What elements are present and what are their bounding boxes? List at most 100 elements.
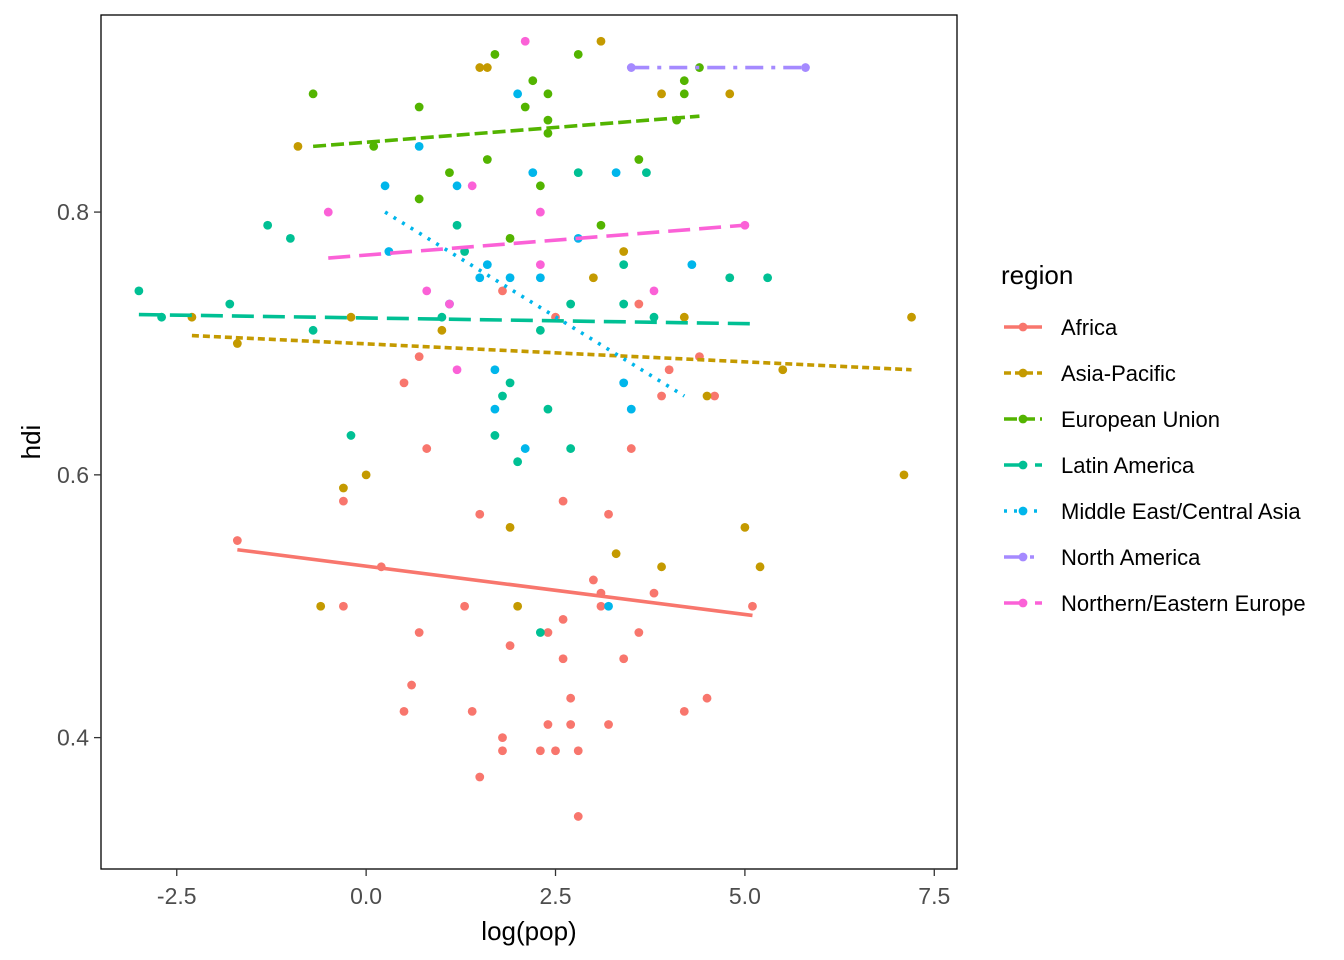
data-point bbox=[407, 680, 416, 690]
legend-label: North America bbox=[1061, 545, 1201, 570]
data-point bbox=[414, 194, 424, 204]
data-point bbox=[513, 89, 523, 99]
legend-title: region bbox=[1001, 260, 1073, 290]
data-point bbox=[642, 168, 651, 178]
data-point bbox=[505, 641, 515, 651]
data-point bbox=[535, 181, 545, 191]
data-point bbox=[498, 391, 507, 401]
data-point bbox=[535, 207, 545, 217]
data-point bbox=[664, 365, 674, 375]
data-point bbox=[535, 260, 545, 270]
data-point bbox=[513, 601, 523, 611]
legend-label: European Union bbox=[1061, 407, 1220, 432]
data-point bbox=[573, 812, 583, 821]
data-point bbox=[899, 470, 909, 480]
data-point bbox=[498, 746, 507, 756]
legend-label: Latin America bbox=[1061, 453, 1195, 478]
x-axis-title: log(pop) bbox=[481, 916, 576, 946]
legend-item-latin-america: Latin America bbox=[1004, 453, 1195, 478]
x-axis: -2.5 0.0 2.5 5.0 7.5 bbox=[157, 869, 950, 909]
x-tick-label: 7.5 bbox=[918, 883, 950, 909]
data-point bbox=[535, 325, 545, 335]
y-tick-label: 0.6 bbox=[57, 462, 89, 488]
data-point bbox=[596, 601, 606, 611]
data-point bbox=[907, 312, 916, 322]
trend-line-northern-eastern-europe bbox=[328, 223, 746, 260]
data-point bbox=[611, 168, 621, 178]
y-axis-title: hdi bbox=[16, 425, 46, 460]
data-point bbox=[422, 286, 432, 296]
data-point bbox=[467, 706, 477, 716]
data-marks bbox=[134, 36, 916, 821]
data-point bbox=[619, 378, 629, 388]
series-africa bbox=[232, 286, 757, 821]
series-middle-east-central-asia bbox=[380, 89, 697, 611]
data-point bbox=[543, 89, 553, 99]
data-point bbox=[649, 588, 659, 598]
data-point bbox=[361, 470, 371, 480]
data-point bbox=[763, 273, 773, 283]
legend-key-point bbox=[1018, 368, 1028, 378]
series-latin-america bbox=[134, 168, 773, 637]
data-point bbox=[604, 509, 613, 519]
data-point bbox=[467, 181, 477, 191]
y-tick-label: 0.8 bbox=[57, 199, 89, 225]
data-point bbox=[535, 273, 545, 283]
data-point bbox=[702, 391, 712, 401]
legend-item-european-union: European Union bbox=[1004, 407, 1220, 432]
x-tick-label: 2.5 bbox=[540, 883, 572, 909]
data-point bbox=[460, 601, 470, 611]
legend-label: Northern/Eastern Europe bbox=[1061, 591, 1306, 616]
trend-line-africa bbox=[237, 547, 753, 618]
data-point bbox=[566, 444, 576, 453]
data-point bbox=[543, 404, 553, 414]
data-point bbox=[725, 273, 735, 283]
data-point bbox=[225, 299, 235, 309]
data-point bbox=[543, 628, 553, 637]
x-tick-label: 5.0 bbox=[729, 883, 761, 909]
trend-line-european-union bbox=[312, 114, 700, 149]
data-point bbox=[679, 312, 689, 322]
data-point bbox=[422, 444, 432, 453]
data-point bbox=[414, 141, 424, 151]
x-tick-label: -2.5 bbox=[157, 883, 197, 909]
legend-key-point bbox=[1018, 414, 1028, 424]
legend-item-middle-east-central-asia: Middle East/Central Asia bbox=[1004, 499, 1301, 524]
data-point bbox=[346, 431, 356, 440]
data-point bbox=[702, 693, 712, 703]
y-axis: 0.4 0.6 0.8 bbox=[57, 199, 101, 751]
data-point bbox=[573, 50, 583, 59]
data-point bbox=[437, 325, 447, 335]
legend-item-northern-eastern-europe: Northern/Eastern Europe bbox=[1004, 591, 1306, 616]
data-point bbox=[657, 89, 666, 99]
data-point bbox=[513, 457, 523, 467]
data-point bbox=[505, 378, 515, 388]
data-point bbox=[452, 365, 462, 375]
data-point bbox=[551, 746, 560, 756]
data-point bbox=[619, 260, 629, 270]
data-point bbox=[475, 772, 485, 782]
series-european-union bbox=[308, 50, 704, 243]
data-point bbox=[695, 63, 704, 72]
data-point bbox=[679, 89, 689, 99]
data-point bbox=[369, 141, 379, 151]
data-point bbox=[619, 247, 629, 256]
legend-item-africa: Africa bbox=[1004, 315, 1118, 340]
data-point bbox=[520, 444, 530, 453]
data-point bbox=[596, 220, 606, 230]
data-point bbox=[634, 628, 644, 637]
data-point bbox=[634, 155, 644, 164]
legend-key-point bbox=[1018, 506, 1028, 516]
data-point bbox=[339, 601, 348, 611]
data-point bbox=[316, 601, 326, 611]
data-point bbox=[380, 181, 390, 191]
data-point bbox=[535, 628, 545, 637]
legend-label: Africa bbox=[1061, 315, 1118, 340]
legend-key-point bbox=[1018, 598, 1028, 608]
legend-key-point bbox=[1018, 552, 1028, 562]
data-point bbox=[490, 404, 500, 414]
data-point bbox=[725, 89, 735, 99]
legend: Africa Asia-Pacific European Union Latin Am… bbox=[1004, 315, 1306, 616]
data-point bbox=[657, 391, 666, 401]
data-point bbox=[748, 601, 757, 611]
